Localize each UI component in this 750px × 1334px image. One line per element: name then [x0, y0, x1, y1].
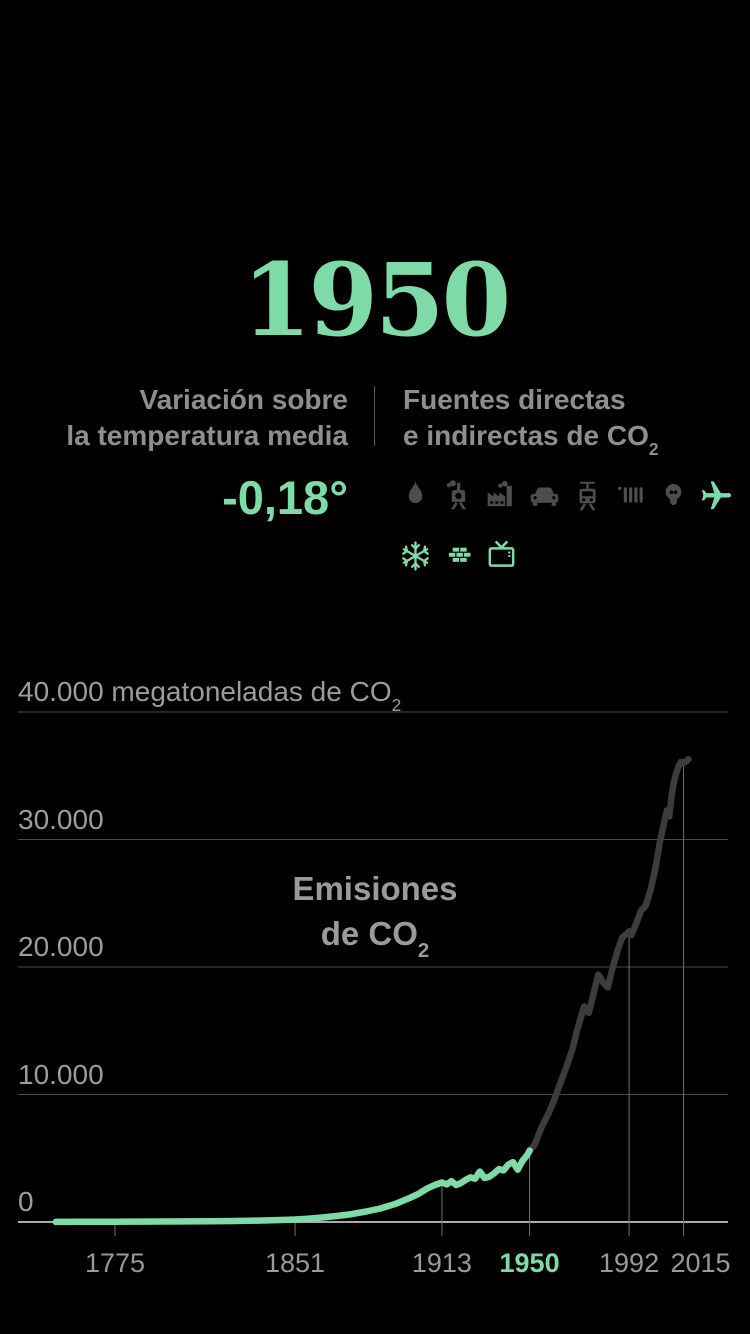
x-axis-year-1775[interactable]: 1775: [84, 1248, 146, 1278]
temperature-label-line2: la temperatura media: [66, 420, 348, 451]
radiator-icon: [613, 473, 648, 519]
factory-icon: [484, 473, 519, 519]
car-icon: [527, 473, 562, 519]
x-axis-year-1913[interactable]: 1913: [411, 1248, 472, 1278]
chart-annotation: Emisiones de CO2: [0, 866, 750, 963]
y-axis-label-0: 0: [18, 1186, 34, 1217]
sources-label-line1: Fuentes directas: [403, 384, 626, 415]
lightbulb-icon: [656, 473, 691, 519]
y-axis-label-30.000: 30.000: [18, 803, 104, 835]
temperature-value: -0,18°: [222, 471, 348, 524]
emissions-line-until-1950: [52, 1147, 533, 1226]
x-axis-year-1992[interactable]: 1992: [599, 1248, 660, 1278]
sources-label-line2: e indirectas de CO2: [403, 420, 659, 460]
chart-annotation-line2: de CO2: [320, 915, 430, 963]
steam-locomotive-icon: [441, 473, 476, 519]
co2-subscript: 2: [648, 439, 659, 460]
tv-icon: [484, 533, 519, 579]
co2-sources-icons-row1: [398, 468, 748, 524]
chart-annotation-line1: Emisiones: [292, 870, 458, 907]
snowflake-icon: [398, 533, 433, 579]
bricks-icon: [441, 533, 476, 579]
selected-year: 1950: [241, 241, 511, 359]
flame-icon: [398, 473, 433, 519]
x-axis-year-2015[interactable]: 2015: [670, 1248, 731, 1278]
sources-panel-label: Fuentes directas e indirectas de CO2: [403, 382, 743, 460]
temperature-label-line1: Variación sobre: [139, 384, 348, 415]
tram-icon: [570, 473, 605, 519]
y-axis-label-10.000: 10.000: [18, 1058, 104, 1090]
airplane-icon: [699, 473, 734, 519]
column-divider: [374, 386, 375, 446]
co2-subscript: 2: [417, 939, 430, 963]
temperature-panel-label: Variación sobre la temperatura media: [8, 382, 348, 454]
x-axis-year-1950[interactable]: 1950: [499, 1248, 560, 1278]
y-axis-label-40.000: 40.000 megatoneladas de CO2: [18, 676, 402, 716]
x-axis-year-1851[interactable]: 1851: [264, 1248, 326, 1278]
co2-sources-icons-row2: [398, 532, 598, 580]
y-axis-label-20.000: 20.000: [18, 931, 104, 962]
